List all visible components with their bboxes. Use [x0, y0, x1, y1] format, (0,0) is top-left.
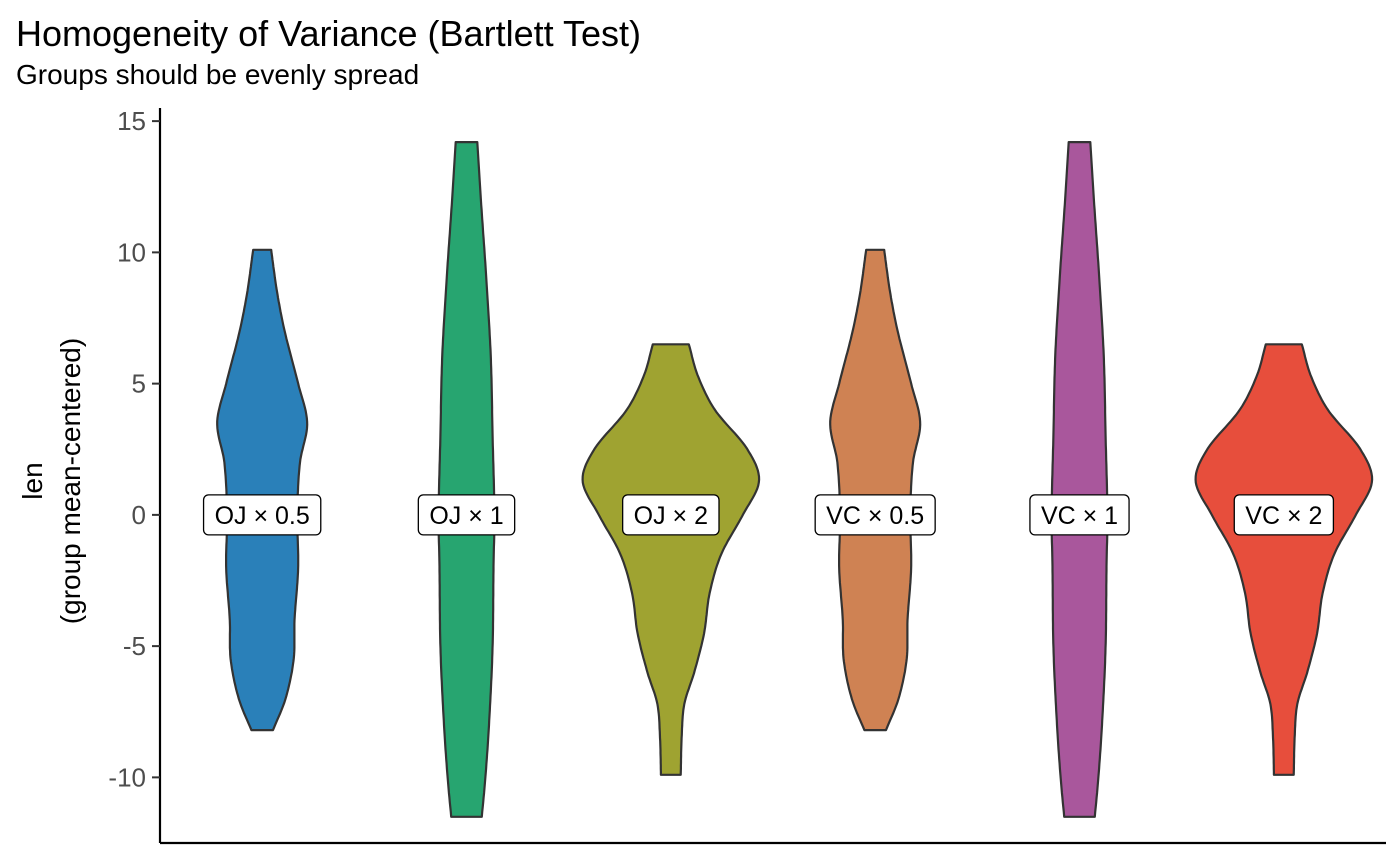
group-label-box — [202, 494, 322, 536]
group-label-text: VC × 2 — [1245, 502, 1322, 530]
violin-oj-0-5 — [216, 248, 309, 732]
y-axis-label-line-1: len — [17, 462, 48, 499]
group-label-box — [417, 494, 516, 536]
violin-oj-2 — [581, 343, 761, 776]
group-label-text: OJ × 1 — [429, 502, 503, 530]
y-tick-label: 0 — [132, 500, 146, 530]
y-tick-label: -10 — [108, 762, 146, 792]
group-label-text: VC × 0.5 — [826, 502, 924, 530]
group-labels: OJ × 0.5 OJ × 1 OJ × 2 VC × 0.5 VC × 1 VC × 2 — [202, 494, 1335, 536]
violin-vc-1 — [1050, 141, 1109, 818]
group-label-text: OJ × 0.5 — [215, 502, 310, 530]
chart-title: Homogeneity of Variance (Bartlett Test) — [16, 13, 641, 54]
group-label-box — [1029, 494, 1130, 536]
group-label-text: OJ × 2 — [634, 502, 708, 530]
group-label-box — [814, 494, 936, 536]
violin-oj-1 — [437, 141, 496, 818]
y-tick-label: -5 — [123, 631, 146, 661]
y-tick-label: 5 — [132, 369, 146, 399]
y-tick-label: 10 — [117, 237, 146, 267]
violin-vc-2 — [1194, 343, 1374, 776]
violins — [216, 141, 1374, 818]
y-axis-ticks: -10 -5 0 5 10 15 — [108, 106, 160, 792]
group-label-box — [1233, 494, 1335, 536]
y-tick-label: 15 — [117, 106, 146, 136]
y-axis-label-line-2: (group mean-centered) — [55, 338, 86, 624]
violin-vc-0-5 — [829, 248, 922, 732]
group-label-text: VC × 1 — [1041, 502, 1118, 530]
chart-subtitle: Groups should be evenly spread — [16, 59, 419, 90]
group-label-box — [622, 494, 720, 536]
